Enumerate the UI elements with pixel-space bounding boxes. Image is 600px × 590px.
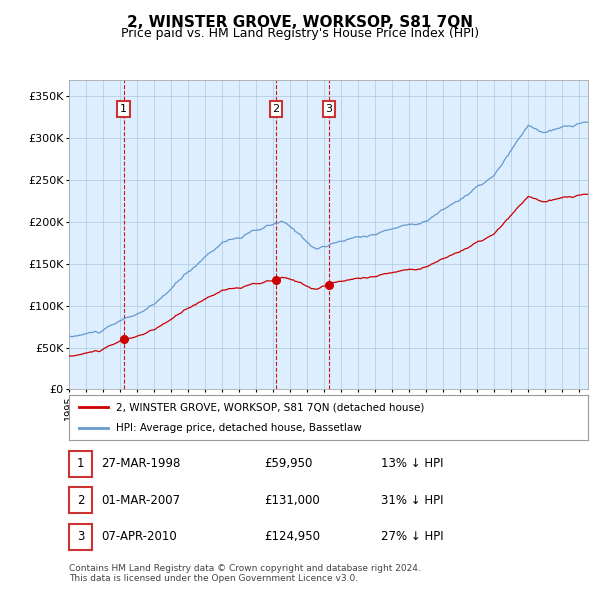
- Text: 2, WINSTER GROVE, WORKSOP, S81 7QN (detached house): 2, WINSTER GROVE, WORKSOP, S81 7QN (deta…: [116, 402, 424, 412]
- Text: £131,000: £131,000: [264, 494, 320, 507]
- Text: 27% ↓ HPI: 27% ↓ HPI: [381, 530, 443, 543]
- Text: £59,950: £59,950: [264, 457, 313, 470]
- Text: Contains HM Land Registry data © Crown copyright and database right 2024.
This d: Contains HM Land Registry data © Crown c…: [69, 563, 421, 583]
- Text: 3: 3: [77, 530, 84, 543]
- Text: 01-MAR-2007: 01-MAR-2007: [101, 494, 180, 507]
- Text: 31% ↓ HPI: 31% ↓ HPI: [381, 494, 443, 507]
- Text: 3: 3: [325, 104, 332, 114]
- Text: 2: 2: [77, 494, 84, 507]
- Text: 13% ↓ HPI: 13% ↓ HPI: [381, 457, 443, 470]
- Text: HPI: Average price, detached house, Bassetlaw: HPI: Average price, detached house, Bass…: [116, 422, 361, 432]
- Text: Price paid vs. HM Land Registry's House Price Index (HPI): Price paid vs. HM Land Registry's House …: [121, 27, 479, 40]
- Text: 07-APR-2010: 07-APR-2010: [101, 530, 176, 543]
- Text: 2: 2: [272, 104, 280, 114]
- Text: 1: 1: [77, 457, 84, 470]
- Text: £124,950: £124,950: [264, 530, 320, 543]
- Text: 1: 1: [120, 104, 127, 114]
- Text: 27-MAR-1998: 27-MAR-1998: [101, 457, 180, 470]
- Text: 2, WINSTER GROVE, WORKSOP, S81 7QN: 2, WINSTER GROVE, WORKSOP, S81 7QN: [127, 15, 473, 30]
